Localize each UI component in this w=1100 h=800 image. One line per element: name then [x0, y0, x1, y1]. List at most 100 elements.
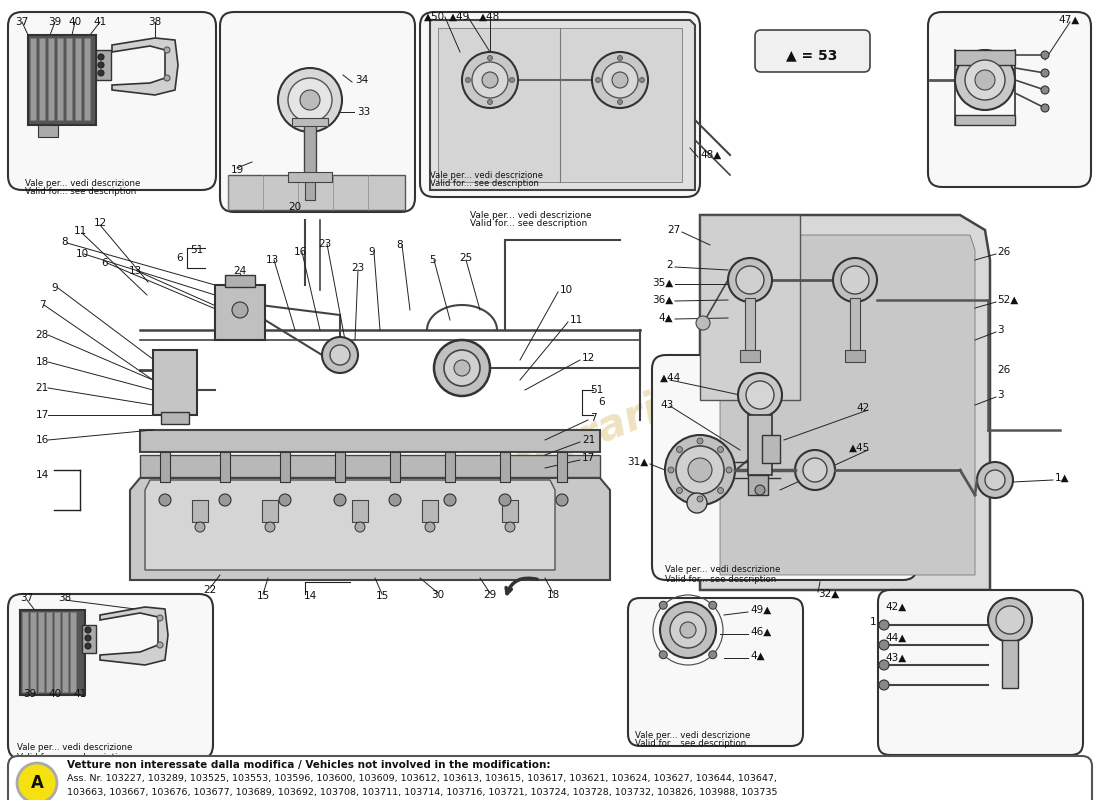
Text: 15: 15: [256, 591, 270, 601]
Circle shape: [157, 642, 163, 648]
Bar: [57, 38, 63, 120]
Text: 37: 37: [21, 593, 34, 603]
Polygon shape: [438, 28, 682, 182]
Text: 23: 23: [318, 239, 331, 249]
Text: Ass. Nr. 103227, 103289, 103525, 103553, 103596, 103600, 103609, 103612, 103613,: Ass. Nr. 103227, 103289, 103525, 103553,…: [67, 774, 777, 783]
Bar: [48, 38, 54, 120]
Text: 40: 40: [48, 689, 62, 699]
Text: 13: 13: [129, 266, 142, 276]
Circle shape: [833, 258, 877, 302]
Circle shape: [659, 602, 668, 610]
Text: 5: 5: [429, 255, 436, 265]
Polygon shape: [145, 480, 556, 570]
Bar: [748, 475, 768, 495]
Circle shape: [98, 54, 104, 60]
Circle shape: [288, 78, 332, 122]
Polygon shape: [700, 215, 800, 400]
Circle shape: [157, 615, 163, 621]
Bar: [292, 118, 328, 126]
Bar: [140, 455, 600, 477]
FancyBboxPatch shape: [420, 12, 700, 197]
Text: 12: 12: [94, 218, 107, 228]
Circle shape: [1041, 104, 1049, 112]
Bar: [39, 125, 58, 137]
Text: 16: 16: [35, 435, 48, 445]
Polygon shape: [130, 478, 610, 580]
Circle shape: [1041, 51, 1049, 59]
Circle shape: [462, 52, 518, 108]
Text: 34: 34: [355, 75, 368, 85]
Bar: [557, 452, 566, 482]
Text: 4▲: 4▲: [750, 651, 764, 661]
Bar: [446, 452, 455, 482]
Text: 8: 8: [397, 240, 404, 250]
Circle shape: [265, 522, 275, 532]
FancyBboxPatch shape: [755, 30, 870, 72]
Text: 8: 8: [62, 237, 68, 247]
Circle shape: [666, 435, 735, 505]
Circle shape: [755, 485, 764, 495]
Circle shape: [556, 494, 568, 506]
FancyBboxPatch shape: [652, 355, 917, 580]
Circle shape: [334, 494, 346, 506]
FancyBboxPatch shape: [628, 598, 803, 746]
Circle shape: [465, 78, 471, 82]
Text: 21: 21: [35, 383, 48, 393]
Text: 37: 37: [15, 17, 29, 27]
Circle shape: [842, 266, 869, 294]
Bar: [226, 275, 255, 287]
FancyBboxPatch shape: [8, 594, 213, 759]
Text: ▲50: ▲50: [425, 12, 446, 22]
FancyBboxPatch shape: [220, 12, 415, 212]
Circle shape: [726, 467, 732, 473]
Text: 9: 9: [368, 247, 375, 257]
Text: 23: 23: [351, 263, 364, 273]
Circle shape: [676, 446, 682, 453]
Bar: [140, 430, 600, 452]
Circle shape: [330, 345, 350, 365]
Bar: [20, 610, 85, 695]
Text: 42▲: 42▲: [886, 602, 906, 612]
Circle shape: [1041, 86, 1049, 94]
FancyBboxPatch shape: [8, 756, 1092, 800]
Text: 17: 17: [35, 410, 48, 420]
Bar: [22, 612, 28, 692]
Circle shape: [795, 450, 835, 490]
Circle shape: [232, 302, 248, 318]
Bar: [54, 612, 60, 692]
Circle shape: [617, 99, 623, 105]
Circle shape: [434, 340, 490, 396]
Text: 10: 10: [560, 285, 573, 295]
Circle shape: [195, 522, 205, 532]
Bar: [30, 612, 36, 692]
Circle shape: [472, 62, 508, 98]
Bar: [304, 122, 316, 175]
Polygon shape: [100, 607, 168, 665]
Bar: [70, 612, 76, 692]
Bar: [84, 38, 90, 120]
Circle shape: [278, 68, 342, 132]
Bar: [502, 500, 518, 522]
Circle shape: [98, 62, 104, 68]
Bar: [745, 298, 755, 353]
Bar: [500, 452, 510, 482]
Circle shape: [746, 381, 774, 409]
Text: 38: 38: [148, 17, 162, 27]
Bar: [82, 625, 96, 653]
Bar: [39, 38, 45, 120]
Bar: [39, 612, 44, 692]
Text: 4▲: 4▲: [659, 313, 673, 323]
Circle shape: [965, 60, 1005, 100]
Text: Valid for... see description: Valid for... see description: [25, 186, 136, 195]
Circle shape: [85, 627, 91, 633]
Text: 46▲: 46▲: [750, 627, 771, 637]
Text: 16: 16: [294, 247, 307, 257]
Text: 17: 17: [582, 453, 595, 463]
Circle shape: [98, 70, 104, 76]
Bar: [160, 452, 170, 482]
Circle shape: [697, 496, 703, 502]
Text: 18: 18: [547, 590, 560, 600]
Text: Valid for... see description: Valid for... see description: [16, 753, 129, 762]
Circle shape: [16, 763, 57, 800]
Circle shape: [676, 446, 724, 494]
